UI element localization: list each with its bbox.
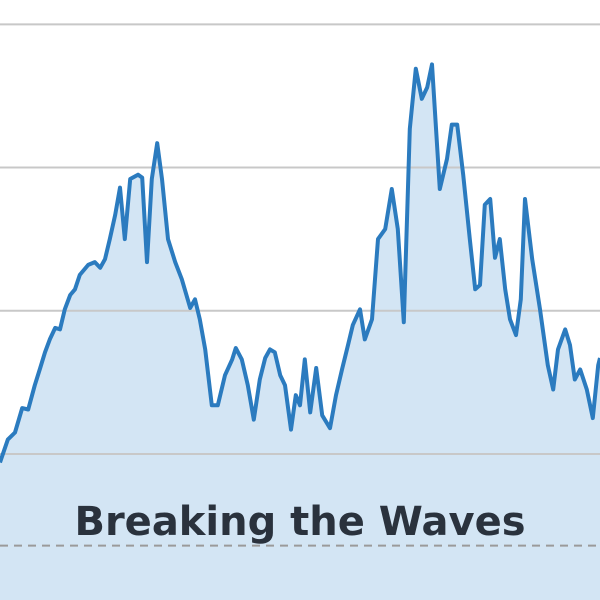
area-fill bbox=[0, 64, 600, 600]
line bbox=[0, 62, 600, 464]
plot bbox=[0, 23, 600, 600]
chart-title: Breaking the Waves bbox=[74, 499, 525, 545]
